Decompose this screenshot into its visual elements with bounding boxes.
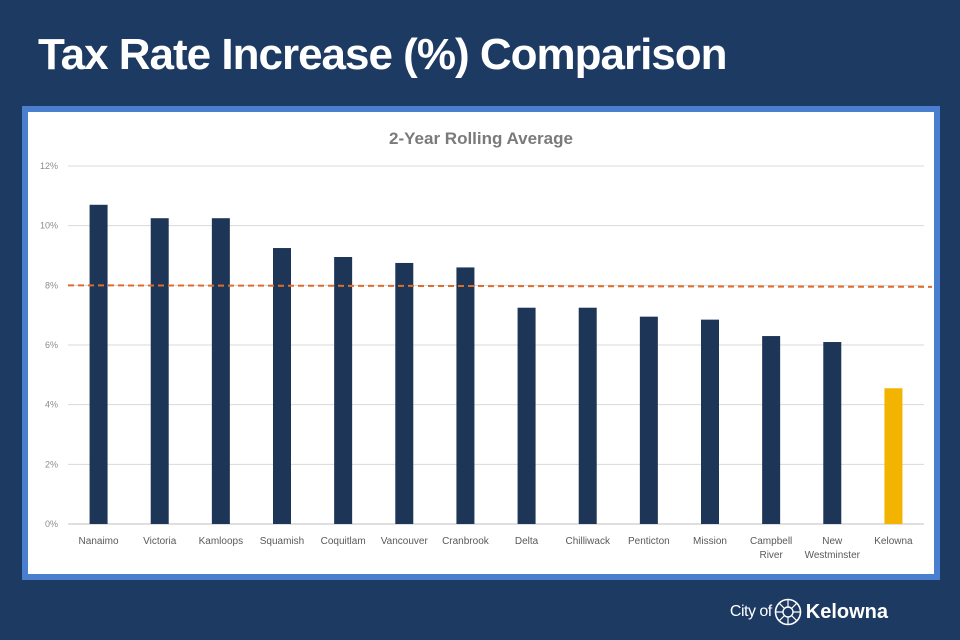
bar-penticton (639, 316, 658, 524)
x-tick-label: Coquitlam (321, 536, 366, 547)
bar-vancouver (395, 262, 414, 524)
bar-squamish (273, 248, 291, 524)
bar-cranbrook (456, 267, 475, 524)
x-tick-label: Kelowna (874, 536, 913, 547)
x-tick-label: Kamloops (199, 536, 243, 547)
bar-mission (701, 319, 719, 524)
x-tick-label: Victoria (143, 536, 177, 547)
x-tick-label: Delta (515, 536, 539, 547)
y-tick-label: 8% (45, 280, 58, 290)
bar-chilliwack (578, 307, 597, 524)
x-tick-label: Penticton (628, 536, 670, 547)
bar-new-westminster (823, 342, 842, 524)
y-tick-label: 4% (45, 400, 58, 410)
bar-kamloops (211, 218, 230, 524)
city-logo: City of Kelowna (730, 598, 888, 626)
logo-city-of-text: City of (729, 603, 772, 620)
bar-nanaimo (89, 204, 108, 524)
y-tick-label: 2% (45, 459, 58, 469)
x-tick-label: New (822, 536, 843, 547)
x-tick-label: Westminster (805, 550, 861, 561)
bar-victoria (150, 218, 169, 524)
y-tick-label: 10% (40, 221, 58, 231)
logo-city-name: Kelowna (805, 600, 888, 623)
bar-kelowna (884, 388, 903, 524)
x-tick-label: Nanaimo (79, 536, 119, 547)
reference-line (67, 284, 933, 288)
chart-title: 2-Year Rolling Average (389, 129, 573, 148)
y-tick-label: 6% (45, 340, 58, 350)
y-tick-label: 12% (40, 161, 58, 171)
x-tick-label: Squamish (260, 536, 304, 547)
y-tick-label: 0% (45, 519, 58, 529)
x-tick-label: Chilliwack (565, 536, 610, 547)
slide-title: Tax Rate Increase (%) Comparison (38, 30, 728, 79)
x-tick-label: River (759, 550, 783, 561)
x-tick-label: Campbell (750, 536, 792, 547)
kelowna-logo-icon (774, 598, 802, 626)
bar-delta (517, 307, 536, 524)
chart-panel: 2-Year Rolling Average 0% 2% 4% 6% 8% 10% 12% Na… (28, 112, 934, 574)
x-tick-label: Vancouver (381, 536, 429, 547)
chart-frame: 2-Year Rolling Average 0% 2% 4% 6% 8% 10% 12% Na… (22, 106, 940, 580)
x-tick-label: Cranbrook (442, 536, 490, 547)
bar-campbell-river (762, 336, 781, 524)
bar-chart: 2-Year Rolling Average 0% 2% 4% 6% 8% 10% 12% Na… (40, 129, 933, 561)
bar-coquitlam (334, 256, 353, 524)
x-tick-label: Mission (693, 536, 727, 547)
